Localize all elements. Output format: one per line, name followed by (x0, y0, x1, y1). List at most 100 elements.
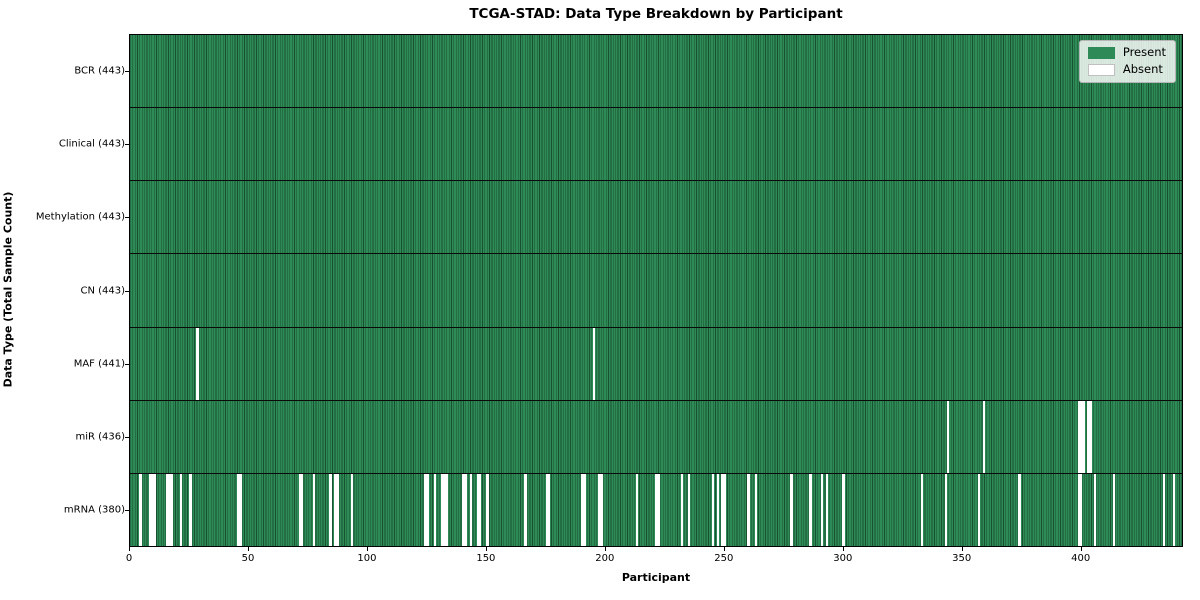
absent-stripe (593, 327, 596, 400)
y-axis-label: Data Type (Total Sample Count) (1, 191, 15, 388)
absent-stripe (334, 473, 337, 546)
heatmap-row-cn (130, 254, 1182, 328)
y-tick-label: MAF (441) (73, 358, 125, 370)
y-tick-mark (125, 217, 129, 219)
absent-stripe (747, 473, 750, 546)
heatmap-row-bcr (130, 35, 1182, 109)
absent-stripe (426, 473, 430, 546)
heatmap-rows (130, 35, 1182, 546)
x-tick-mark (247, 547, 249, 551)
absent-stripe (1079, 473, 1083, 546)
x-tick-mark (604, 547, 606, 551)
heatmap-row-methylation (130, 181, 1182, 255)
absent-stripe (1087, 400, 1090, 473)
x-tick-mark (961, 547, 963, 551)
absent-stripe (977, 473, 981, 546)
y-tick-mark (125, 143, 129, 145)
x-axis-label: Participant (621, 571, 691, 584)
absent-stripe (1113, 473, 1116, 546)
y-tick-label: Methylation (443) (35, 211, 125, 223)
absent-stripe (680, 473, 684, 546)
plot-area: Present Absent (129, 34, 1183, 547)
legend-entry-absent: Absent (1087, 62, 1166, 77)
absent-stripe (298, 473, 301, 546)
y-tick-label: miR (436) (75, 431, 125, 443)
absent-stripe (300, 473, 304, 546)
absent-stripe (1094, 473, 1097, 546)
absent-stripe (424, 473, 427, 546)
x-tick-label: 0 (125, 553, 133, 564)
x-tick-mark (366, 547, 368, 551)
present-swatch (1087, 47, 1115, 59)
absent-stripe (486, 473, 489, 546)
absent-stripe (350, 473, 354, 546)
absent-stripe (1082, 400, 1085, 473)
y-tick-mark (125, 290, 129, 292)
absent-stripe (809, 473, 812, 546)
x-tick-mark (1080, 547, 1082, 551)
absent-stripe (1077, 473, 1080, 546)
absent-stripe (433, 473, 437, 546)
absent-stripe (583, 473, 586, 546)
x-tick-label: 350 (952, 553, 972, 564)
x-tick-label: 250 (714, 553, 734, 564)
absent-stripe (239, 473, 242, 546)
absent-stripe (581, 473, 584, 546)
absent-stripe (657, 473, 660, 546)
chart-title: TCGA-STAD: Data Type Breakdown by Partic… (469, 6, 843, 22)
x-tick-label: 300 (833, 553, 853, 564)
absent-stripe (1079, 400, 1083, 473)
absent-stripe (312, 473, 316, 546)
legend-label-absent: Absent (1122, 62, 1163, 77)
absent-stripe (723, 473, 727, 546)
absent-stripe (236, 473, 240, 546)
absent-stripe (1163, 473, 1166, 546)
x-tick-mark (842, 547, 844, 551)
x-tick-mark (485, 547, 487, 551)
x-tick-label: 100 (357, 553, 377, 564)
y-tick-label: CN (443) (80, 285, 125, 296)
absent-stripe (982, 400, 985, 473)
y-tick-label: mRNA (380) (63, 504, 125, 516)
absent-stripe (179, 473, 183, 546)
absent-stripe (443, 473, 446, 546)
absent-stripe (545, 473, 548, 546)
absent-stripe (1077, 400, 1080, 473)
heatmap-row-mir (130, 400, 1182, 474)
x-tick-label: 200 (595, 553, 615, 564)
absent-stripe (754, 473, 757, 546)
absent-stripe (821, 473, 824, 546)
absent-stripe (1018, 473, 1021, 546)
y-tick-label: BCR (443) (74, 65, 125, 77)
absent-stripe (842, 473, 845, 546)
x-tick-mark (129, 547, 130, 551)
absent-stripe (148, 473, 152, 546)
absent-stripe (189, 473, 192, 546)
absent-stripe (654, 473, 658, 546)
absent-stripe (597, 473, 601, 546)
absent-stripe (165, 473, 168, 546)
absent-stripe (790, 473, 793, 546)
y-tick-mark (125, 437, 129, 439)
absent-stripe (139, 473, 142, 546)
absent-stripe (153, 473, 157, 546)
absent-stripe (1172, 473, 1175, 546)
y-tick-mark (125, 70, 129, 72)
absent-stripe (600, 473, 603, 546)
y-tick-label: Clinical (443) (58, 138, 125, 150)
legend-label-present: Present (1122, 45, 1166, 60)
heatmap-row-clinical (130, 108, 1182, 182)
absent-swatch (1087, 64, 1115, 76)
absent-stripe (479, 473, 482, 546)
absent-stripe (441, 473, 444, 546)
absent-stripe (825, 473, 829, 546)
x-tick-label: 150 (476, 553, 496, 564)
absent-stripe (151, 473, 154, 546)
absent-stripe (336, 473, 339, 546)
absent-stripe (946, 400, 950, 473)
absent-stripe (464, 473, 468, 546)
legend-entry-present: Present (1087, 45, 1166, 60)
absent-stripe (920, 473, 924, 546)
legend: Present Absent (1078, 40, 1176, 83)
